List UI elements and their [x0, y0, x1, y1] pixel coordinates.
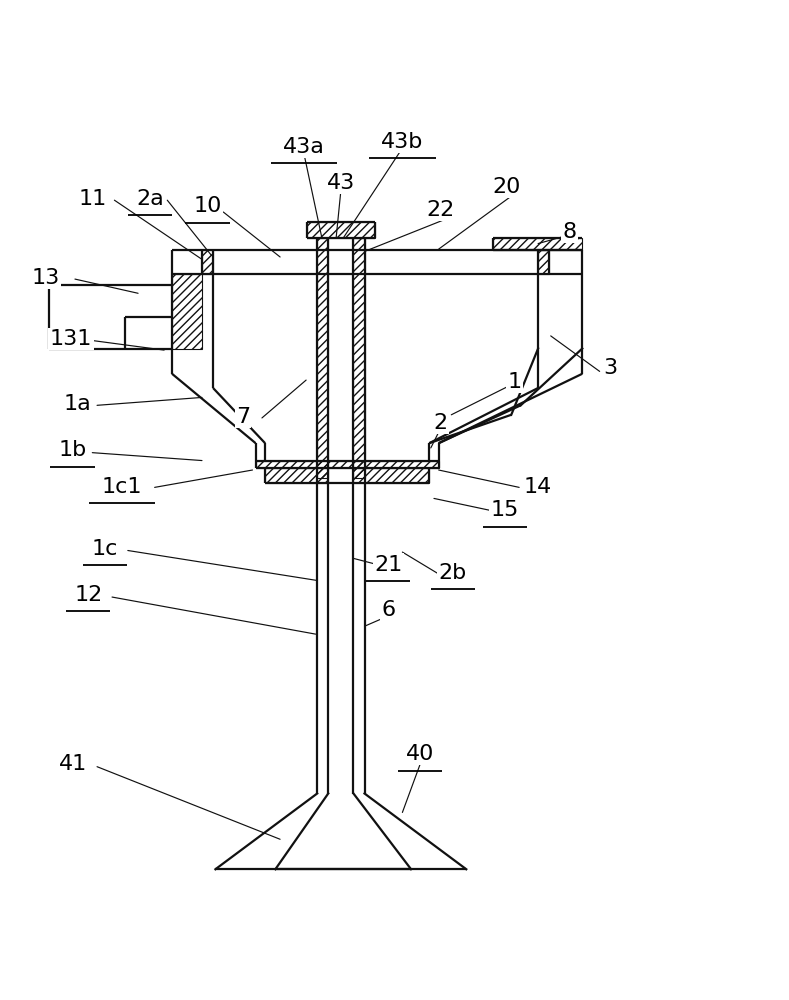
- Text: 43b: 43b: [381, 132, 424, 152]
- Text: 12: 12: [74, 585, 103, 605]
- Text: 8: 8: [563, 222, 577, 242]
- Text: 14: 14: [524, 477, 552, 497]
- Text: 3: 3: [604, 358, 618, 378]
- Text: 22: 22: [426, 200, 454, 220]
- Text: 43a: 43a: [282, 137, 325, 157]
- Text: 10: 10: [193, 196, 222, 216]
- Text: 7: 7: [236, 407, 250, 427]
- Text: 2: 2: [433, 413, 447, 433]
- Text: 20: 20: [492, 177, 521, 197]
- Text: 1c1: 1c1: [102, 477, 143, 497]
- Text: 2b: 2b: [439, 563, 467, 583]
- Text: 2a: 2a: [136, 189, 164, 209]
- Text: 1b: 1b: [58, 440, 87, 460]
- Text: 1: 1: [507, 372, 522, 392]
- Text: 21: 21: [374, 555, 402, 575]
- Text: 13: 13: [32, 268, 60, 288]
- Text: 15: 15: [491, 500, 519, 520]
- Text: 40: 40: [406, 744, 434, 764]
- Text: 11: 11: [79, 189, 107, 209]
- Text: 41: 41: [59, 754, 88, 774]
- Text: 6: 6: [381, 600, 395, 620]
- Text: 1c: 1c: [92, 539, 118, 559]
- Text: 43: 43: [327, 173, 355, 193]
- Text: 131: 131: [50, 329, 92, 349]
- Text: 1a: 1a: [63, 394, 92, 414]
